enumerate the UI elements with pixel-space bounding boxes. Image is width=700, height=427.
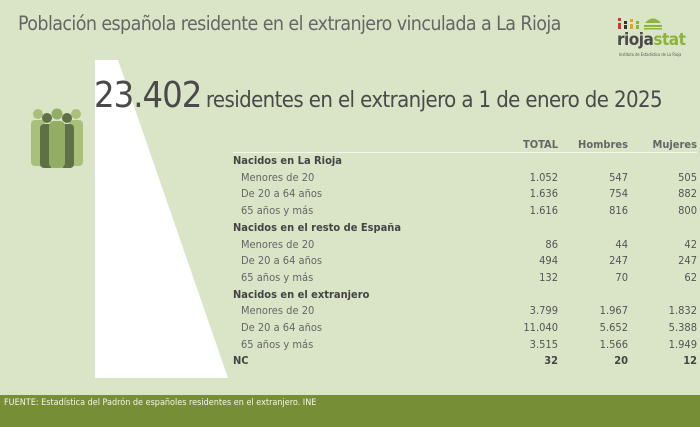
cell-value: 247 [678, 254, 697, 268]
cell-value: 42 [684, 237, 697, 251]
row-label: NC [233, 354, 249, 368]
table-group-row: Nacidos en el resto de España [233, 220, 697, 237]
cell-value: 547 [609, 170, 628, 184]
cell-value: 754 [609, 187, 628, 201]
row-label: 65 años y más [241, 270, 314, 284]
cell-value: 132 [539, 270, 558, 284]
table-row: Menores de 20 3.799 1.967 1.832 [233, 303, 697, 320]
logo-wordmark: riojastat [617, 30, 686, 50]
row-label: Nacidos en La Rioja [233, 154, 342, 167]
table-group-row: NC 32 20 12 [233, 353, 697, 370]
cell-value: 494 [539, 254, 558, 268]
row-label: Menores de 20 [241, 237, 315, 251]
table-row: Menores de 20 86 44 42 [233, 237, 697, 254]
row-label: 65 años y más [241, 337, 314, 351]
col-hombres: Hombres [558, 137, 628, 153]
cell-value: 3.515 [529, 337, 558, 351]
cell-value: 32 [544, 354, 558, 368]
cell-value: 1.967 [599, 304, 628, 318]
cell-value: 3.799 [529, 304, 558, 318]
headline: 23.402 residentes en el extranjero a 1 d… [94, 75, 663, 116]
col-mujeres: Mujeres [628, 137, 697, 153]
cell-value: 62 [684, 270, 697, 284]
cell-value: 1.949 [668, 337, 697, 351]
cell-value: 1.636 [529, 187, 558, 201]
table-row: De 20 a 64 años 1.636 754 882 [233, 186, 697, 203]
row-label: Nacidos en el resto de España [233, 220, 402, 234]
cell-value: 816 [609, 204, 628, 218]
cell-value: 1.832 [668, 304, 697, 318]
row-label: De 20 a 64 años [241, 254, 323, 268]
cell-value: 86 [545, 237, 558, 251]
cell-value: 12 [683, 354, 697, 368]
table-group-row: Nacidos en el extranjero [233, 287, 697, 304]
people-group-icon [31, 108, 83, 168]
logo-subtitle: Instituto de Estadística de La Rioja [619, 52, 682, 57]
cell-value: 1.616 [529, 204, 558, 218]
headline-text: residentes en el extranjero a 1 de enero… [205, 88, 663, 113]
row-label: Menores de 20 [241, 170, 315, 184]
row-label: 65 años y más [241, 204, 314, 218]
cell-value: 20 [614, 354, 628, 368]
total-residents: 23.402 [94, 75, 202, 116]
cell-value: 882 [678, 187, 697, 201]
cell-value: 5.388 [668, 321, 697, 335]
cell-value: 800 [678, 204, 697, 218]
row-label: Nacidos en el extranjero [233, 287, 370, 301]
page-title: Población española residente en el extra… [18, 12, 561, 35]
riojastat-logo-icon [618, 18, 662, 30]
table-row: De 20 a 64 años 11.040 5.652 5.388 [233, 320, 697, 337]
footer-bar: FUENTE: Estadística del Padrón de españo… [0, 395, 700, 427]
residents-table: TOTAL Hombres Mujeres Nacidos en La Rioj… [233, 137, 697, 370]
table-row: 65 años y más 3.515 1.566 1.949 [233, 337, 697, 354]
cell-value: 247 [609, 254, 628, 268]
source-note: FUENTE: Estadística del Padrón de españo… [4, 398, 317, 408]
row-label: Menores de 20 [241, 304, 315, 318]
row-label: De 20 a 64 años [241, 187, 323, 201]
table-row: De 20 a 64 años 494 247 247 [233, 253, 697, 270]
table-row: Menores de 20 1.052 547 505 [233, 170, 697, 187]
cell-value: 505 [678, 170, 697, 184]
row-label: De 20 a 64 años [241, 321, 323, 335]
cell-value: 70 [615, 270, 628, 284]
table-row: 65 años y más 1.616 816 800 [233, 203, 697, 220]
table-row: 65 años y más 132 70 62 [233, 270, 697, 287]
table-group-row: Nacidos en La Rioja [233, 153, 697, 170]
table-header-row: TOTAL Hombres Mujeres [233, 137, 697, 153]
cell-value: 5.652 [599, 321, 628, 335]
cell-value: 1.566 [599, 337, 628, 351]
cell-value: 1.052 [529, 170, 558, 184]
cell-value: 11.040 [523, 321, 558, 335]
cell-value: 44 [615, 237, 628, 251]
col-total: TOTAL [503, 137, 558, 153]
